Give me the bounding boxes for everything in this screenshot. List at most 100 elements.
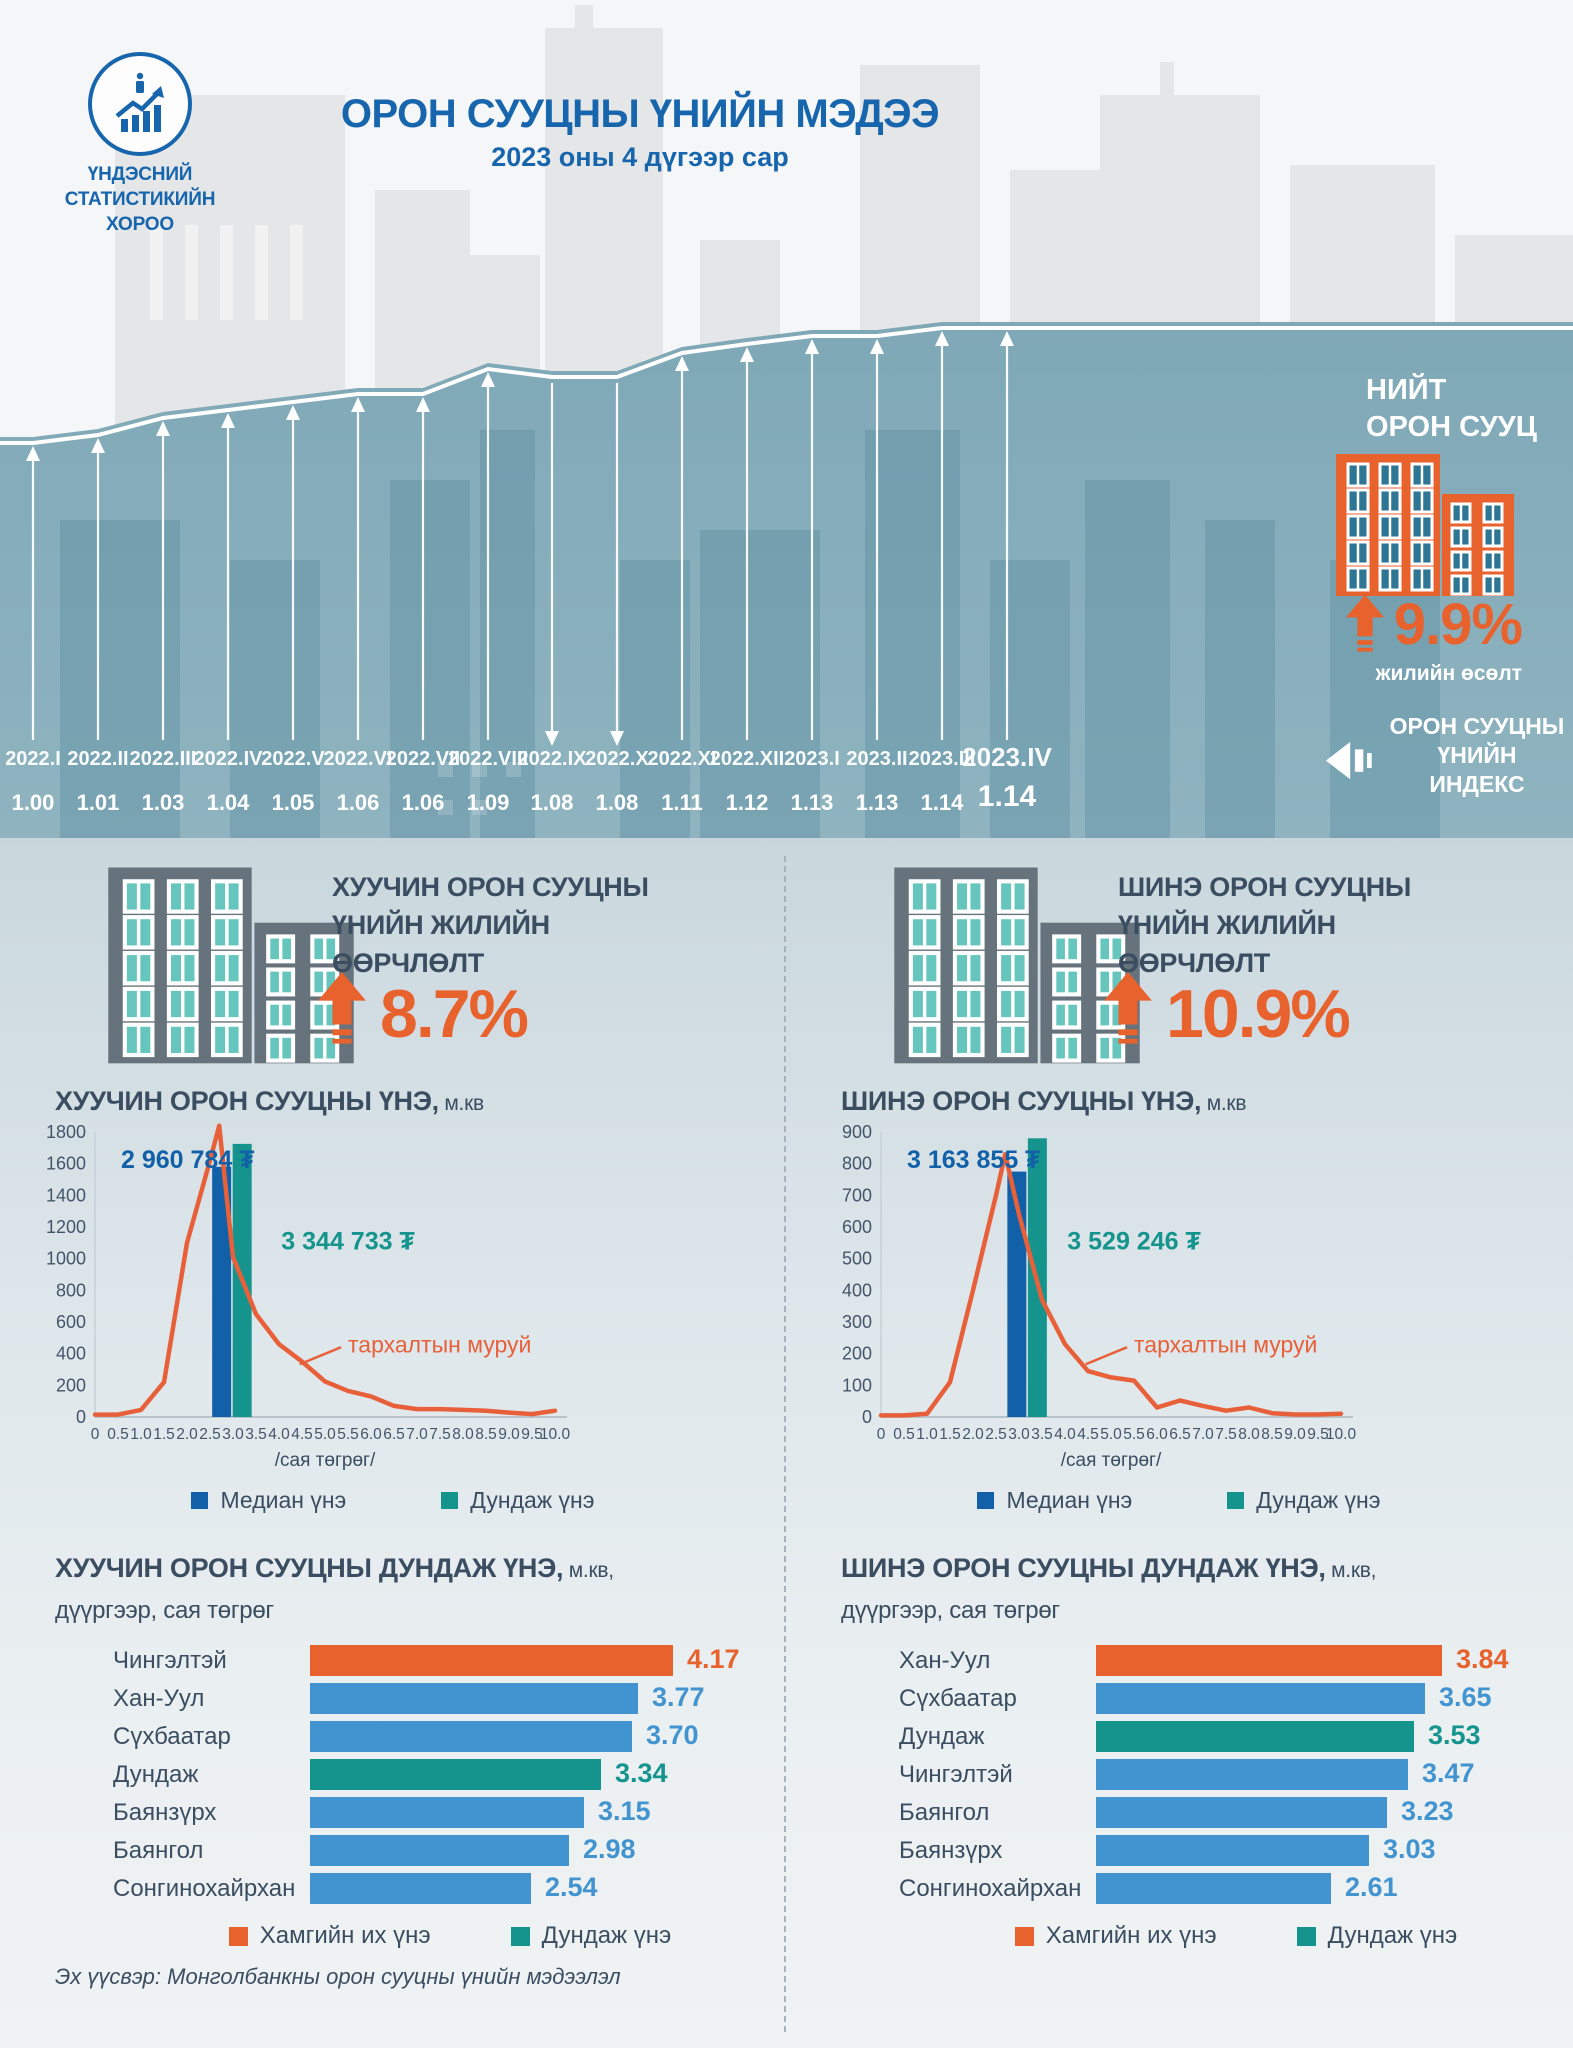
median-bar [1007,1171,1027,1417]
silhouette-tower-dark [865,430,960,840]
timeline-period: 2023.I [784,748,840,770]
x-tick-label: 0.5 [107,1426,129,1443]
district-value: 3.47 [1422,1758,1475,1788]
district-bar [310,1873,531,1904]
x-tick-label: 8.0 [452,1426,474,1443]
district-value: 3.23 [1401,1796,1454,1826]
y-tick-label: 100 [842,1375,872,1395]
legend-label: Дундаж үнэ [1256,1487,1381,1513]
y-tick-label: 400 [842,1280,872,1300]
total-housing-label: НИЙТ ОРОН СУУЦ [1366,372,1537,446]
arrow-left-glyph [1325,741,1372,780]
district-bar [1096,1683,1425,1714]
x-tick-label: 2.0 [176,1426,198,1443]
district-label: Сүхбаатар [113,1723,231,1750]
x-tick-label: 1.5 [939,1426,961,1443]
total-housing-label-line: ОРОН СУУЦ [1366,411,1537,443]
median-price-label: 3 163 855 ₮ [907,1146,1040,1174]
y-tick-label: 400 [56,1344,86,1364]
arrow-up-icon [1104,972,1152,1046]
district-value: 3.34 [615,1758,668,1788]
district-bar [310,1721,632,1752]
arrow-up-icon [318,972,366,1046]
legend-item: Хамгийн их үнэ [228,1922,431,1950]
x-tick-label: 3.5 [1031,1426,1053,1443]
x-tick-label: 6.5 [383,1426,405,1443]
x-tick-label: 4.0 [268,1426,290,1443]
silhouette-tower-dark [700,530,820,840]
chart-title-unit: м.кв [1201,1092,1247,1115]
silhouette-tower [420,255,540,840]
district-row: Сонгинохайрхан 2.54 [105,1870,795,1908]
district-row: Баянгол 3.23 [891,1794,1573,1832]
silhouette-tower [1100,95,1260,840]
index-caption-line: ОРОН СУУЦНЫ [1389,713,1565,739]
avg-title-line1: ШИНЭ ОРОН СУУЦНЫ ДУНДАЖ ҮНЭ, м.кв, [841,1548,1376,1591]
month-arrow-up-head [286,405,300,420]
month-arrow-up-head [221,413,235,428]
source-note: Эх үүсвэр: Монголбанкны орон сууцны үний… [55,1964,621,1989]
index-line [0,326,1573,445]
y-tick-label: 800 [842,1154,872,1174]
timeline-index-value: 1.08 [530,790,574,815]
silhouette-tower [860,65,980,840]
old-district-legend: Хамгийн их үнэ Дундаж үнэ [105,1922,795,1950]
month-arrow-up-head [870,339,884,354]
old-price-chart-title: ХУУЧИН ОРОН СУУЦНЫ ҮНЭ, м.кв [55,1086,484,1117]
timeline-period: 2022.II [67,748,129,770]
district-bar [1096,1645,1442,1676]
district-value: 3.77 [652,1682,705,1712]
timeline-index-value: 1.00 [11,790,55,815]
average-price-label: 3 529 246 ₮ [1067,1227,1200,1255]
arrow-up-glyph [1345,594,1384,652]
timeline-index-value: 1.03 [141,790,185,815]
timeline-period: 2022.I [5,748,61,770]
x-tick-label: 8.5 [475,1426,497,1443]
old-distribution-legend: Медиан үнэ Дундаж үнэ [43,1487,743,1514]
month-arrow-up-head [1000,331,1014,346]
arrow-up-glyph [318,972,366,1044]
org-name: ҮНДЭСНИЙ СТАТИСТИКИЙН ХОРОО [28,162,252,237]
legend-swatch-icon [228,1926,248,1946]
old-district-bar-chart: Чингэлтэй 4.17 Хан-Уул 3.77 Сүхбаатар 3.70 Дун… [105,1642,795,1912]
timeline-period: 2022.VIII [447,748,529,770]
timeline-index-value: 1.13 [855,790,899,815]
district-bar [1096,1797,1387,1828]
y-tick-label: 900 [842,1122,872,1142]
district-label: Баянгол [113,1837,204,1864]
timeline-period: 2022.V [261,748,325,770]
timeline-period: 2023.II [846,748,908,770]
district-label: Чингэлтэй [113,1647,227,1674]
x-tick-label: 10.0 [540,1426,571,1443]
legend-swatch-icon [977,1492,995,1509]
district-value: 4.17 [687,1644,740,1674]
x-tick-label: 0 [91,1426,100,1443]
district-label: Сүхбаатар [899,1685,1017,1712]
silhouette-tower [375,190,470,840]
x-tick-label: 6.5 [1169,1426,1191,1443]
district-bar [310,1797,584,1828]
district-row: Чингэлтэй 4.17 [105,1642,795,1680]
timeline-index-value: 1.09 [466,790,510,815]
x-tick-label: 4.5 [291,1426,313,1443]
arrow-up-icon [1345,594,1384,654]
curve-label: тархалтын муруй [1134,1331,1317,1357]
district-row: Сүхбаатар 3.70 [105,1718,795,1756]
y-tick-label: 600 [842,1217,872,1237]
timeline-index-value: 1.14 [920,790,964,815]
district-row: Баянзүрх 3.15 [105,1794,795,1832]
index-caption: ОРОН СУУЦНЫ ҮНИЙН ИНДЕКС [1388,712,1566,799]
x-tick-label: 3.0 [222,1426,244,1443]
old-avg-chart-title: ХУУЧИН ОРОН СУУЦНЫ ДУНДАЖ ҮНЭ, м.кв, дүү… [55,1548,614,1631]
timeline-index-value: 1.12 [725,790,769,815]
distribution-curve [878,1151,1344,1418]
district-row: Дундаж 3.34 [105,1756,795,1794]
district-value: 3.84 [1456,1644,1509,1674]
legend-label: Дундаж үнэ [470,1487,595,1513]
x-tick-label: 3.5 [245,1426,267,1443]
new-housing-title-line: ӨӨРЧЛӨЛТ [1118,948,1270,978]
district-bar [310,1645,673,1676]
timeline-index-value: 1.14 [977,780,1037,813]
silhouette-tower [700,240,780,840]
